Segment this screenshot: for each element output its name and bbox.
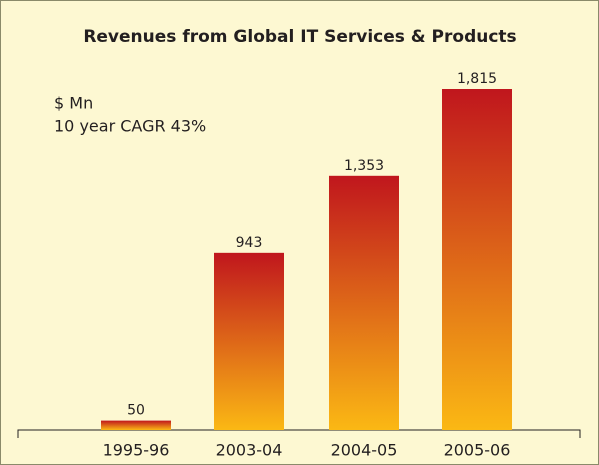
bar — [329, 175, 399, 430]
x-tick-label: 2005-06 — [444, 441, 511, 460]
unit-annotation: $ Mn — [54, 94, 93, 113]
value-label: 1,815 — [457, 71, 497, 87]
bar — [101, 420, 171, 430]
chart-title: Revenues from Global IT Services & Produ… — [83, 27, 516, 47]
value-label: 1,353 — [344, 158, 384, 174]
x-tick-label: 2003-04 — [216, 441, 283, 460]
value-label: 943 — [236, 235, 263, 251]
value-label: 50 — [127, 403, 145, 419]
x-axis — [17, 429, 581, 438]
x-tick-label: 2004-05 — [331, 441, 398, 460]
cagr-annotation: 10 year CAGR 43% — [54, 117, 206, 136]
x-tick-label: 1995-96 — [103, 441, 170, 460]
bar — [214, 252, 284, 430]
bar — [442, 89, 512, 430]
